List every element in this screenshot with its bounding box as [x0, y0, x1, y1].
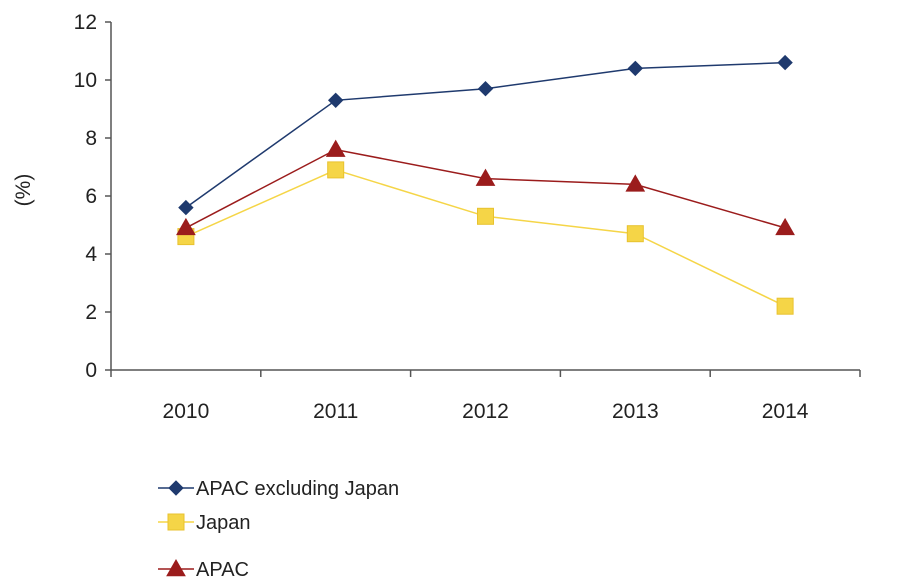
series-apac	[176, 139, 795, 236]
data-point	[475, 168, 496, 186]
y-axis: 0 2 4 6 8 10 12	[74, 11, 112, 382]
series-layer	[176, 54, 795, 315]
x-axis: 2010 2011 2012 2013 2014	[110, 369, 861, 423]
y-tick-label: 8	[85, 127, 97, 150]
data-point	[625, 174, 646, 192]
legend-label: APAC excluding Japan	[196, 478, 399, 500]
series-line	[185, 169, 786, 307]
legend-marker	[166, 558, 186, 577]
data-point	[178, 199, 194, 216]
x-tick-label: 2010	[163, 400, 210, 423]
x-tick-label: 2013	[612, 400, 659, 423]
legend: APAC excluding Japan Japan APAC	[158, 478, 399, 581]
y-tick-label: 10	[74, 69, 97, 92]
x-tick-label: 2014	[762, 400, 809, 423]
y-tick-label: 6	[85, 185, 97, 208]
legend-label: APAC	[196, 559, 249, 581]
data-point	[176, 217, 196, 236]
data-point	[627, 60, 644, 77]
y-tick-label: 2	[85, 301, 97, 324]
legend-item: APAC	[158, 558, 249, 581]
data-point	[477, 80, 494, 97]
data-point	[775, 217, 795, 236]
y-tick-label: 12	[74, 11, 97, 34]
legend-item: Japan	[158, 512, 251, 534]
y-tick-label: 0	[85, 359, 97, 382]
data-point	[626, 225, 644, 243]
x-tick-label: 2012	[462, 400, 509, 423]
y-axis-title: (%)	[12, 174, 35, 207]
y-tick-label: 4	[85, 243, 97, 266]
data-point	[325, 139, 346, 157]
x-tick-label: 2011	[313, 400, 358, 423]
legend-label: Japan	[196, 512, 251, 534]
data-point	[777, 54, 793, 71]
legend-marker	[167, 513, 185, 531]
data-point	[327, 92, 344, 109]
data-point	[327, 161, 345, 179]
legend-marker	[168, 480, 184, 496]
data-point	[776, 297, 794, 315]
data-point	[477, 207, 494, 225]
legend-item: APAC excluding Japan	[158, 478, 399, 500]
series-apac-excluding-japan	[178, 54, 793, 216]
